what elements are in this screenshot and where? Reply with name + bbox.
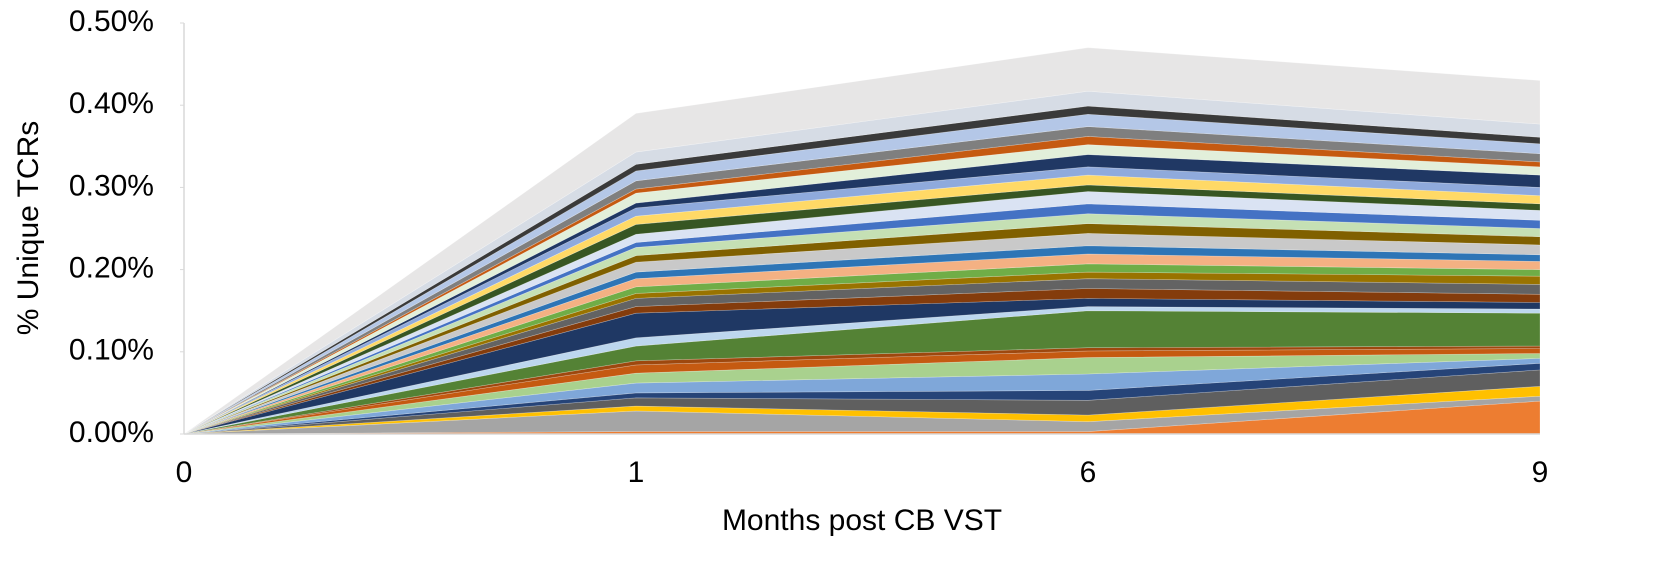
- x-tick-label: 0: [176, 456, 193, 489]
- y-axis-title: % Unique TCRs: [12, 121, 45, 336]
- y-tick-label: 0.00%: [69, 416, 154, 449]
- x-tick-label: 1: [628, 456, 645, 489]
- y-tick-label: 0.10%: [69, 334, 154, 367]
- x-tick-label: 9: [1532, 456, 1549, 489]
- area: [183, 310, 1541, 435]
- x-tick-label: 6: [1080, 456, 1097, 489]
- area: [183, 369, 1541, 435]
- area: [183, 353, 1541, 435]
- area: [183, 174, 1541, 435]
- x-axis-title: Months post CB VST: [722, 504, 1002, 537]
- area: [183, 306, 1541, 435]
- area: [183, 47, 1541, 435]
- area: [183, 278, 1541, 435]
- area: [183, 395, 1541, 435]
- y-tick-label: 0.50%: [69, 5, 154, 38]
- area: [183, 233, 1541, 435]
- y-tick-label: 0.30%: [69, 169, 154, 202]
- area: [183, 298, 1541, 435]
- area: [183, 191, 1541, 435]
- y-tick-label: 0.20%: [69, 252, 154, 285]
- area: [183, 271, 1541, 435]
- area: [183, 166, 1541, 435]
- y-tick-label: 0.40%: [69, 87, 154, 120]
- area: [183, 362, 1541, 435]
- area: [183, 203, 1541, 435]
- area: [183, 253, 1541, 435]
